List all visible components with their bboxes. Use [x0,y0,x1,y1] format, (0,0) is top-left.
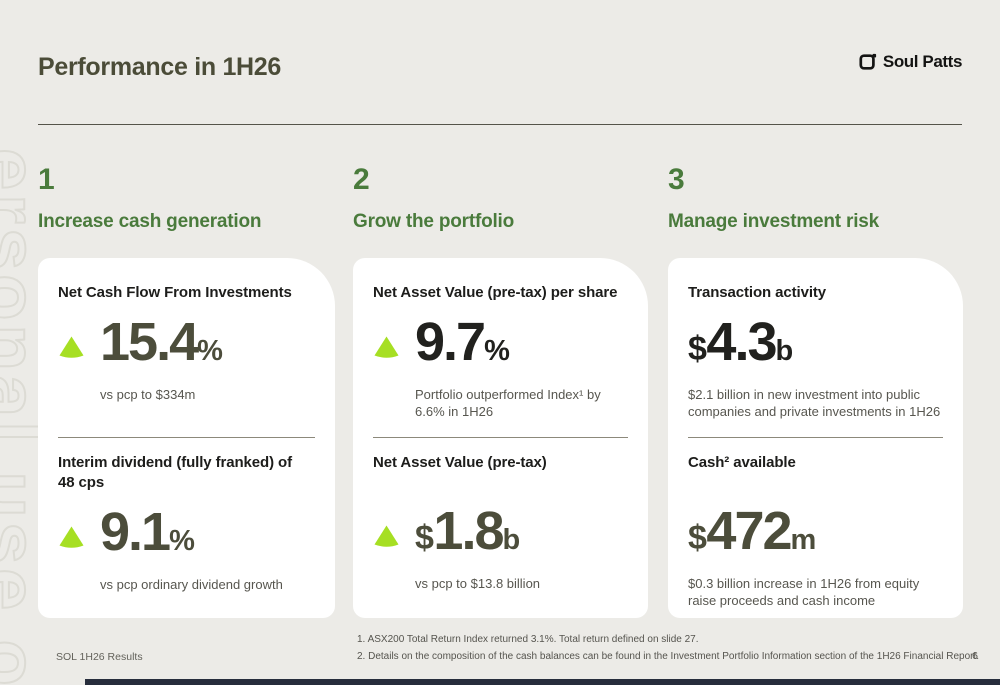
metric-value: $472m [688,500,816,561]
metric-subtext: vs pcp to $334m [100,386,196,402]
increase-arrow-icon [373,524,400,547]
metric-cash-available: Cash² available $472m $0.3 billion incre… [688,438,943,610]
metric-value: 15.4% [100,311,223,372]
column-1-header: 1 Increase cash generation [38,163,262,233]
metric-subtext: $2.1 billion in new investment into publ… [688,386,941,420]
metric-subtext: vs pcp to $13.8 billion [415,575,541,591]
card-divider [373,437,628,438]
increase-arrow-icon [58,525,85,548]
page-number: 6 [972,650,978,662]
soulpatts-logo-icon [859,53,877,71]
metric-subtext: $0.3 billion increase in 1H26 from equit… [688,575,920,609]
column-2-header: 2 Grow the portfolio [353,165,514,233]
metric-subtext: Portfolio outperformed Index¹ by 6.6% in… [415,386,601,420]
metric-label: Net Asset Value (pre-tax) [373,454,547,471]
column-2-number: 2 [353,163,370,196]
metric-net-cash-flow: Net Cash Flow From Investments 15.4% vs … [58,258,315,437]
column-3-title: Manage investment risk [668,211,880,232]
header-rule [38,124,962,125]
increase-arrow-icon [373,335,400,358]
metric-value: $1.8b [415,500,520,561]
card-portfolio: Net Asset Value (pre-tax) per share 9.7%… [353,258,648,618]
column-1-number: 1 [38,163,55,196]
card-cash-generation: Net Cash Flow From Investments 15.4% vs … [38,258,335,618]
metric-value: $4.3b [688,311,793,372]
column-3-number: 3 [668,163,685,196]
soulpatts-logo: Soul Patts [859,52,962,72]
metric-label: Net Cash Flow From Investments [58,284,292,301]
metric-label: Net Asset Value (pre-tax) per share [373,284,618,301]
metric-nav-pretax: Net Asset Value (pre-tax) $1.8b vs pcp t… [373,438,628,592]
metric-value: 9.7% [415,311,510,372]
column-2-title: Grow the portfolio [353,211,515,232]
soulpatts-logo-text: Soul Patts [882,52,963,71]
column-3-header: 3 Manage investment risk [668,165,879,233]
page-title: Performance in 1H26 [38,53,282,81]
bottom-bar [85,679,1000,685]
metric-subtext: vs pcp ordinary dividend growth [100,576,283,592]
metric-label: Interim dividend (fully franked) of 48 c… [58,454,293,491]
metric-value: 9.1% [100,501,195,562]
footnote-2: 2. Details on the composition of the cas… [357,651,980,662]
metric-interim-dividend: Interim dividend (fully franked) of 48 c… [58,438,315,593]
card-divider [688,437,943,438]
increase-arrow-icon [58,335,85,358]
column-1-title: Increase cash generation [38,211,262,232]
metric-label: Cash² available [688,454,796,471]
metric-nav-per-share: Net Asset Value (pre-tax) per share 9.7%… [373,258,628,437]
metric-transaction-activity: Transaction activity $4.3b $2.1 billion … [688,258,943,437]
footnote-1: 1. ASX200 Total Return Index returned 3.… [357,634,699,645]
card-investment-risk: Transaction activity $4.3b $2.1 billion … [668,258,963,618]
metric-label: Transaction activity [688,284,827,301]
card-divider [58,437,315,438]
footer-document-label: SOL 1H26 Results [56,651,143,663]
